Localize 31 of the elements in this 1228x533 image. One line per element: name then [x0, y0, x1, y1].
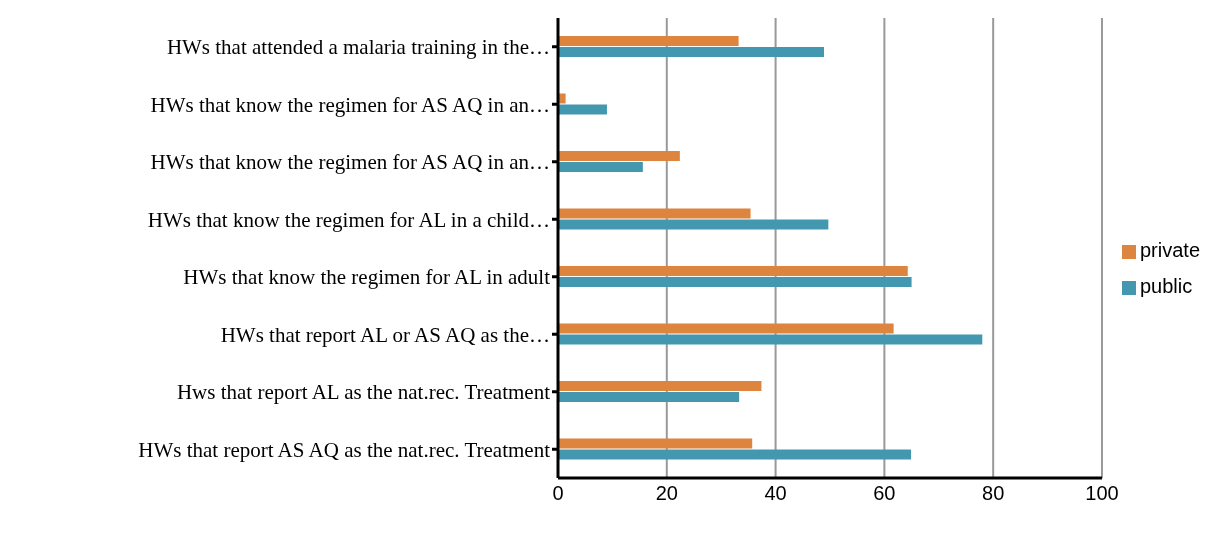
bar	[558, 323, 894, 334]
y-tick-label: HWs that report AL or AS AQ as the…	[220, 322, 550, 347]
bar	[558, 219, 829, 230]
legend-label: private	[1139, 239, 1200, 261]
bar	[558, 266, 908, 276]
bar	[558, 392, 740, 402]
y-tick-label: Hws that report AL as the nat.rec. Treatment	[176, 380, 551, 405]
x-tick-label: 40	[764, 482, 787, 505]
bar	[558, 162, 643, 172]
y-tick-label: HWs that report AS AQ as the nat.rec. Treatment	[138, 437, 551, 462]
y-tick-label: HWs that know the regimen for AL in a child…	[147, 207, 550, 232]
y-tick-label: HWs that know the regimen for AS AQ in an…	[150, 92, 550, 117]
x-tick-label: 20	[655, 482, 678, 505]
bar	[558, 438, 753, 449]
bar	[558, 36, 739, 46]
y-tick-label: HWs that attended a malaria training in the…	[166, 35, 550, 60]
bar	[558, 151, 680, 161]
bar	[558, 104, 607, 115]
y-tick-label: HWs that know the regimen for AL in adult	[183, 265, 551, 290]
bar	[558, 208, 751, 219]
bar	[558, 381, 762, 391]
bar	[558, 277, 912, 287]
x-tick-label: 60	[873, 482, 896, 505]
legend-label: public	[1139, 275, 1193, 297]
y-tick-label: HWs that know the regimen for AS AQ in an…	[150, 150, 550, 175]
x-tick-label: 0	[552, 482, 564, 505]
bar	[558, 47, 824, 57]
x-tick-label: 80	[982, 482, 1005, 505]
bar	[558, 334, 983, 345]
bar	[558, 449, 912, 460]
x-tick-label: 100	[1085, 482, 1119, 505]
